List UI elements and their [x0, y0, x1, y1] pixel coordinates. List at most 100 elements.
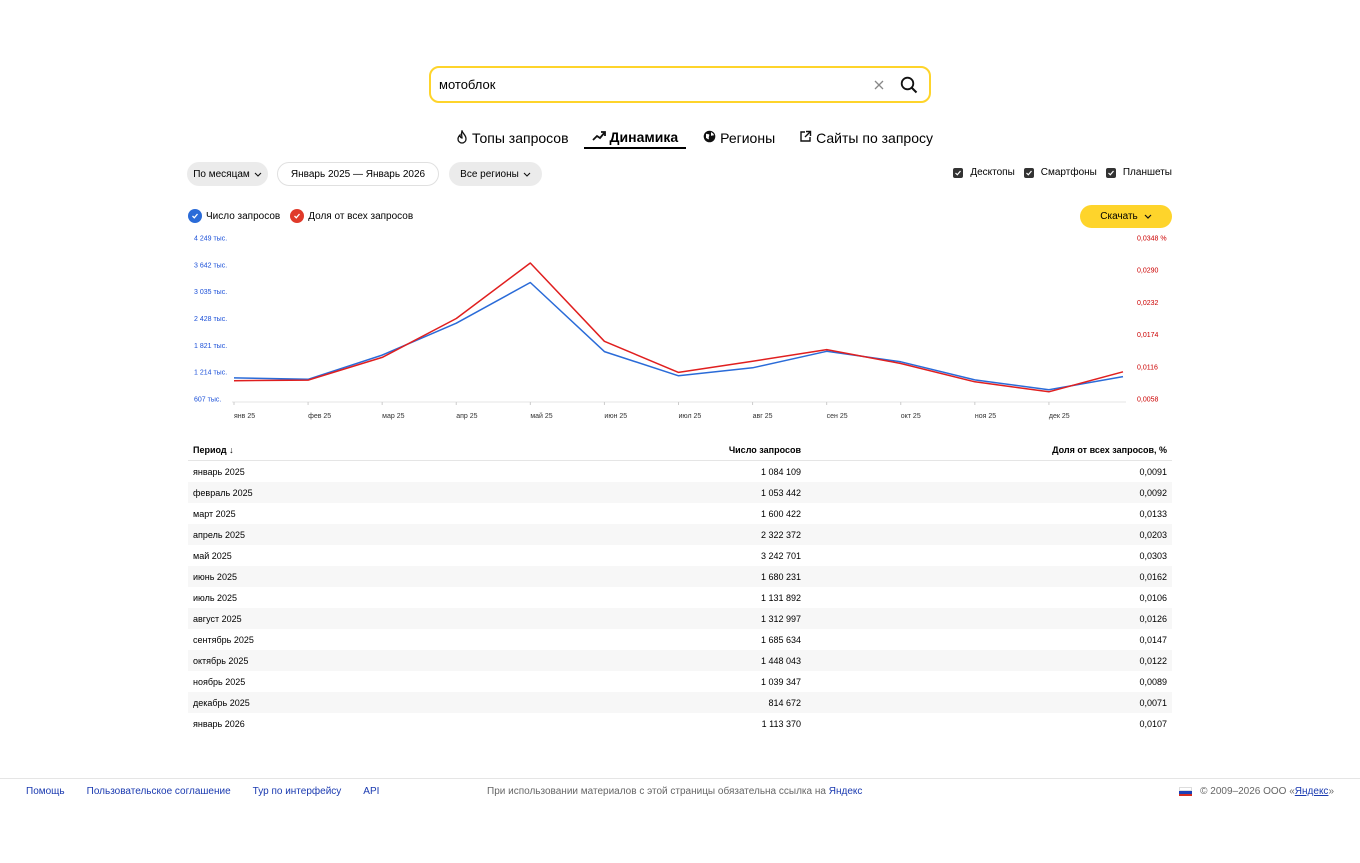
- period-cell: август 2025: [193, 613, 242, 624]
- group-by-select[interactable]: По месяцам: [187, 162, 268, 186]
- table-row: январь 2025 1 084 109 0,0091: [188, 461, 1172, 482]
- download-button[interactable]: Скачать: [1080, 205, 1172, 228]
- y-right-tick: 0,0232: [1137, 300, 1159, 307]
- copyright-text: © 2009–2026 ООО «Яндекс»: [1200, 786, 1334, 797]
- count-cell: 2 322 372: [760, 529, 801, 540]
- x-tick-label: янв 25: [234, 413, 255, 420]
- y-right-tick: 0,0058: [1137, 397, 1159, 404]
- trend-icon: [591, 129, 606, 145]
- y-left-tick: 1 821 тыс.: [194, 343, 227, 350]
- tab-label: Топы запросов: [472, 130, 569, 146]
- x-tick-label: май 25: [530, 412, 552, 420]
- y-right-tick: 0,0348 %: [1137, 236, 1167, 243]
- share-cell: 0,0106: [1139, 592, 1167, 603]
- table-row: февраль 2025 1 053 442 0,0092: [188, 482, 1172, 503]
- checkbox-label: Планшеты: [1122, 167, 1172, 178]
- table-row: ноябрь 2025 1 039 347 0,0089: [188, 671, 1172, 692]
- table-row: сентябрь 2025 1 685 634 0,0147: [188, 629, 1172, 650]
- footer-copyright: © 2009–2026 ООО «Яндекс»: [1179, 786, 1334, 797]
- header-count[interactable]: Число запросов: [728, 445, 801, 455]
- tab-regions[interactable]: Регионы: [702, 127, 776, 149]
- footer-link-agreement[interactable]: Пользовательское соглашение: [86, 786, 231, 797]
- count-cell: 1 113 370: [761, 718, 801, 729]
- table-body: январь 2025 1 084 109 0,0091 февраль 2025 1 …: [188, 461, 1172, 734]
- tab-label: Динамика: [609, 129, 679, 145]
- tab-label: Сайты по запросу: [816, 130, 933, 146]
- copyright-link[interactable]: Яндекс: [1294, 786, 1329, 797]
- period-cell: июль 2025: [193, 592, 238, 603]
- legend-label: Число запросов: [206, 210, 281, 222]
- arrow-down-icon: ↓: [229, 445, 234, 455]
- table-row: май 2025 3 242 701 0,0303: [188, 545, 1172, 566]
- tab-top-queries[interactable]: Топы запросов: [455, 127, 570, 149]
- checkbox-desktop[interactable]: Десктопы: [953, 167, 1015, 178]
- legend-count-toggle[interactable]: Число запросов: [188, 209, 280, 223]
- header-share[interactable]: Доля от всех запросов, %: [1052, 445, 1167, 455]
- share-cell: 0,0091: [1139, 466, 1167, 477]
- x-tick-label: фев 25: [308, 413, 331, 420]
- table-row: октябрь 2025 1 448 043 0,0122: [188, 650, 1172, 671]
- table-row: август 2025 1 312 997 0,0126: [188, 608, 1172, 629]
- period-cell: ноябрь 2025: [193, 676, 246, 687]
- tab-dynamics[interactable]: Динамика: [583, 127, 687, 149]
- external-link-icon: [799, 130, 812, 146]
- fire-icon: [456, 128, 468, 147]
- search-input[interactable]: [439, 77, 867, 92]
- period-cell: сентябрь 2025: [193, 634, 254, 645]
- date-range-label: Январь 2025 — Январь 2026: [290, 168, 426, 180]
- y-right-tick: 0,0116: [1137, 364, 1158, 371]
- checkbox-smartphones[interactable]: Смартфоны: [1023, 167, 1097, 178]
- footer-note-link[interactable]: Яндекс: [828, 786, 863, 797]
- table-header: Период ↓ Число запросов Доля от всех зап…: [188, 440, 1172, 461]
- footer-link-tour[interactable]: Тур по интерфейсу: [252, 786, 342, 797]
- share-cell: 0,0203: [1139, 529, 1167, 540]
- count-cell: 1 600 422: [760, 508, 801, 519]
- regions-select[interactable]: Все регионы: [449, 162, 542, 186]
- y-left-tick: 2 428 тыс.: [194, 316, 227, 323]
- date-range-picker[interactable]: Январь 2025 — Январь 2026: [277, 162, 439, 186]
- share-cell: 0,0303: [1139, 550, 1167, 561]
- period-cell: январь 2026: [193, 718, 245, 729]
- count-cell: 1 039 347: [760, 676, 801, 687]
- chevron-down-icon: [1144, 211, 1152, 222]
- table-row: апрель 2025 2 322 372 0,0203: [188, 524, 1172, 545]
- footer-note: При использовании материалов с этой стра…: [487, 786, 862, 797]
- period-cell: декабрь 2025: [193, 697, 250, 708]
- tab-sites[interactable]: Сайты по запросу: [798, 127, 934, 149]
- chart-legend: Число запросов Доля от всех запросов: [188, 209, 413, 223]
- footer-link-api[interactable]: API: [363, 786, 380, 797]
- period-cell: март 2025: [193, 508, 236, 519]
- footer-link-help[interactable]: Помощь: [26, 786, 65, 797]
- y-right-tick: 0,0174: [1137, 332, 1159, 339]
- russia-flag-icon[interactable]: [1179, 787, 1193, 796]
- table-row: июнь 2025 1 680 231 0,0162: [188, 566, 1172, 587]
- period-cell: февраль 2025: [193, 487, 253, 498]
- checkbox-tablets[interactable]: Планшеты: [1105, 167, 1172, 178]
- x-tick-label: июл 25: [679, 413, 702, 420]
- search-icon[interactable]: [897, 73, 921, 97]
- chevron-down-icon: [254, 169, 262, 180]
- dynamics-chart: 4 249 тыс. 3 642 тыс. 3 035 тыс. 2 428 тыс.…: [194, 236, 1167, 421]
- check-icon: [290, 209, 305, 223]
- count-cell: 1 053 442: [760, 487, 801, 498]
- sort-period-header[interactable]: Период ↓: [188, 445, 488, 455]
- copyright-prefix: © 2009–2026 ООО «: [1200, 786, 1295, 797]
- check-icon: [953, 167, 964, 178]
- legend-share-toggle[interactable]: Доля от всех запросов: [290, 209, 413, 223]
- legend-label: Доля от всех запросов: [308, 210, 414, 222]
- table-row: июль 2025 1 131 892 0,0106: [188, 587, 1172, 608]
- x-tick-label: сен 25: [827, 413, 848, 420]
- footer: Помощь Пользовательское соглашение Тур п…: [0, 778, 1360, 863]
- share-cell: 0,0133: [1139, 508, 1167, 519]
- count-series-line: [233, 281, 1124, 391]
- share-cell: 0,0162: [1139, 571, 1167, 582]
- share-cell: 0,0071: [1139, 697, 1167, 708]
- clear-icon[interactable]: [867, 73, 891, 97]
- share-cell: 0,0126: [1139, 613, 1167, 624]
- x-tick-label: мар 25: [382, 413, 404, 420]
- period-cell: июнь 2025: [193, 571, 237, 582]
- count-cell: 1 680 231: [760, 571, 801, 582]
- check-icon: [188, 209, 202, 223]
- period-cell: май 2025: [193, 550, 232, 561]
